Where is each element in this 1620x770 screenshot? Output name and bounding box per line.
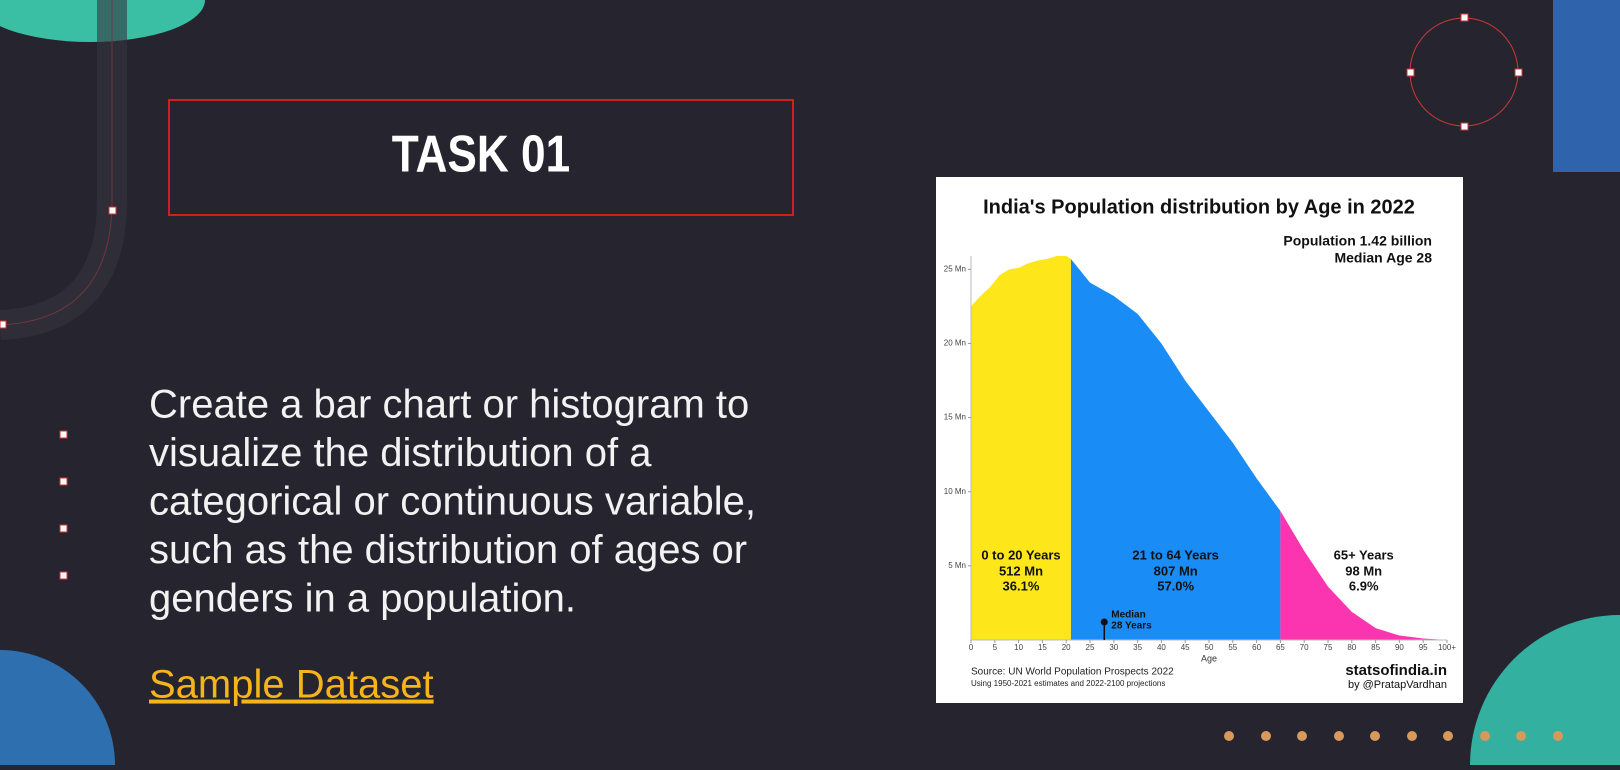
y-tick-label: 25 Mn [944, 264, 966, 273]
body-line: visualize the distribution of a [149, 431, 652, 475]
x-tick-label: 50 [1205, 643, 1214, 652]
task-title: TASK 01 [392, 125, 570, 183]
x-tick-label: 65 [1276, 643, 1285, 652]
segment-label: 65+ Years [1334, 547, 1394, 562]
median-label: 28 Years [1111, 621, 1152, 632]
segment-label: 512 Mn [999, 563, 1043, 578]
source: Using 1950-2021 estimates and 2022-2100 … [971, 679, 1165, 688]
area [971, 256, 1071, 640]
segment-label: 0 to 20 Years [981, 547, 1060, 562]
x-axis-label: Age [1201, 653, 1217, 663]
decor-shape [1553, 0, 1620, 172]
x-tick-label: 20 [1062, 643, 1071, 652]
chart-subtitle: Median Age 28 [1334, 250, 1432, 266]
x-tick-label: 75 [1324, 643, 1333, 652]
segment-label: 98 Mn [1345, 563, 1382, 578]
x-tick-label: 0 [969, 643, 974, 652]
x-tick-label: 55 [1228, 643, 1237, 652]
decor-handle [0, 320, 7, 329]
y-tick-label: 20 Mn [944, 339, 966, 348]
median-dot [1100, 618, 1108, 626]
source: Source: UN World Population Prospects 20… [971, 667, 1174, 678]
decor-dots [1224, 731, 1563, 741]
x-tick-label: 15 [1038, 643, 1047, 652]
segment-label: 36.1% [1003, 578, 1040, 593]
x-tick-label: 80 [1347, 643, 1356, 652]
x-tick-label: 30 [1109, 643, 1118, 652]
median-label: Median [1111, 610, 1145, 621]
x-tick-label: 10 [1014, 643, 1023, 652]
chart: India's Population distribution by Age i… [944, 196, 1457, 691]
body-line: genders in a population. [149, 577, 576, 621]
segment-label: 807 Mn [1154, 563, 1198, 578]
area [1280, 511, 1447, 640]
y-tick-label: 5 Mn [948, 561, 966, 570]
x-tick-label: 95 [1419, 643, 1428, 652]
body-line: such as the distribution of ages or [149, 528, 747, 572]
decor-shape [1470, 615, 1620, 770]
x-tick-label: 100+ [1438, 643, 1456, 652]
x-tick-label: 5 [993, 643, 998, 652]
x-tick-label: 90 [1395, 643, 1404, 652]
decor-shape [0, 650, 115, 770]
area [1070, 258, 1281, 640]
x-tick-label: 40 [1157, 643, 1166, 652]
body-line: Create a bar chart or histogram to [149, 383, 749, 427]
brand: by @PratapVardhan [1348, 679, 1447, 691]
y-tick-label: 15 Mn [944, 413, 966, 422]
x-tick-label: 35 [1133, 643, 1142, 652]
body-line: categorical or continuous variable, [149, 480, 756, 524]
body-text: Create a bar chart or histogram tovisual… [149, 383, 756, 621]
chart-subtitle: Population 1.42 billion [1283, 233, 1432, 249]
decor-handle [108, 206, 117, 215]
x-tick-label: 70 [1300, 643, 1309, 652]
title-box [168, 99, 794, 216]
segment-label: 57.0% [1157, 578, 1194, 593]
x-tick-label: 85 [1371, 643, 1380, 652]
brand: statsofindia.in [1345, 662, 1447, 679]
x-tick-label: 60 [1252, 643, 1261, 652]
dataset-link[interactable]: Sample Dataset [149, 663, 434, 707]
y-tick-label: 10 Mn [944, 487, 966, 496]
x-tick-label: 45 [1181, 643, 1190, 652]
decor-band [0, 0, 127, 340]
chart-title: India's Population distribution by Age i… [983, 196, 1415, 218]
segment-label: 6.9% [1349, 578, 1379, 593]
decor-handles [59, 13, 1523, 580]
x-tick-label: 25 [1086, 643, 1095, 652]
segment-label: 21 to 64 Years [1132, 547, 1219, 562]
